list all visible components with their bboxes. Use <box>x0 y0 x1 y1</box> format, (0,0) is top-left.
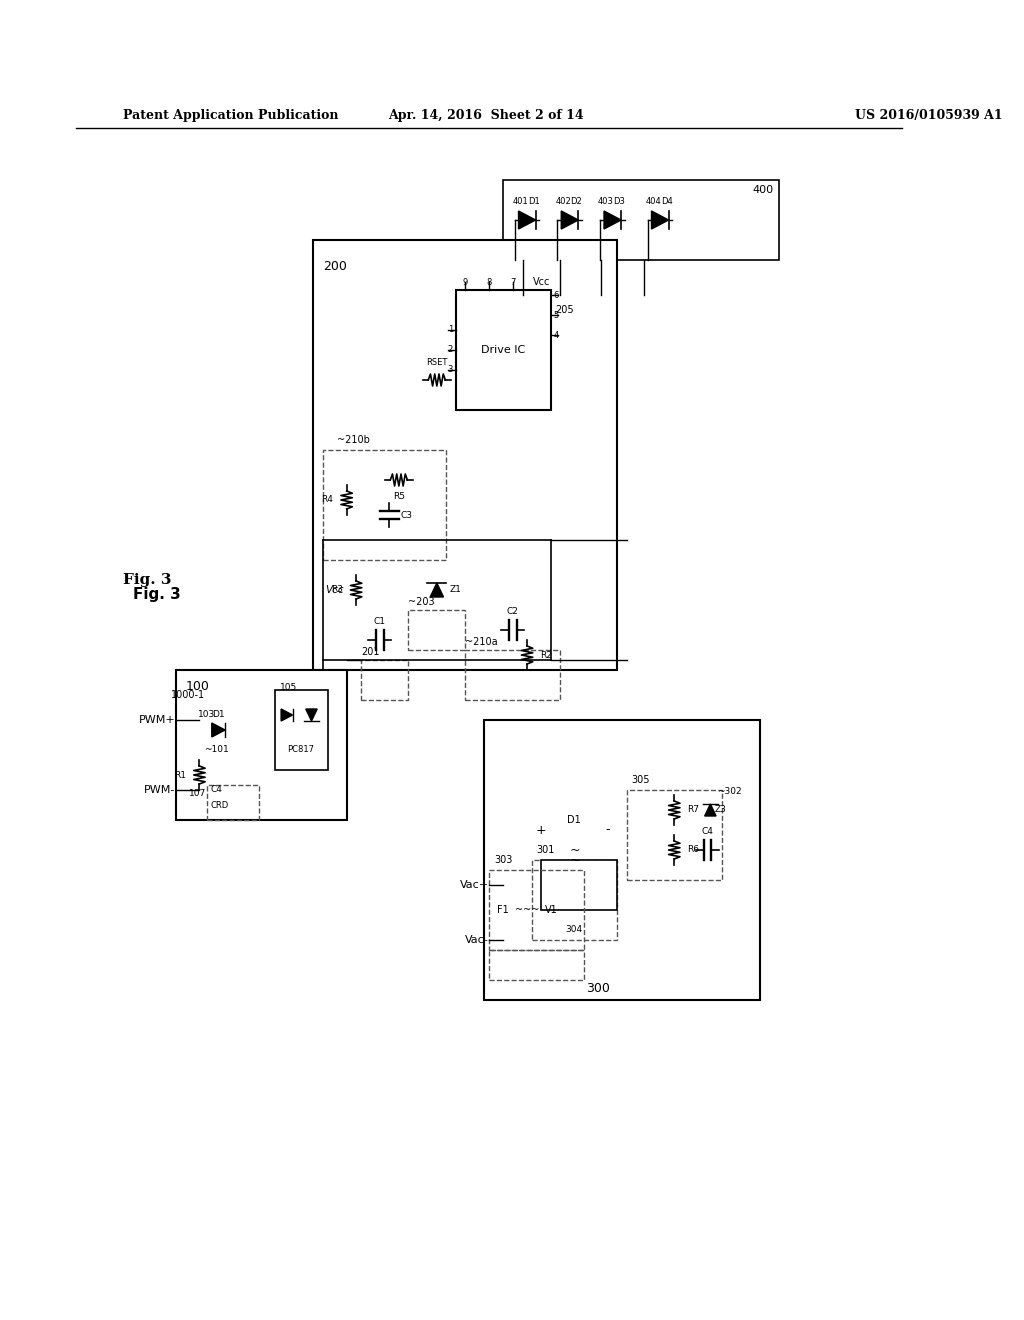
Text: 100: 100 <box>185 680 209 693</box>
Text: 304: 304 <box>565 925 583 935</box>
Text: 200: 200 <box>323 260 347 273</box>
Text: 3: 3 <box>447 366 453 375</box>
Text: ~203: ~203 <box>409 597 435 607</box>
Text: V1: V1 <box>545 906 557 915</box>
Polygon shape <box>651 211 669 228</box>
Bar <box>465 649 560 700</box>
Polygon shape <box>705 804 716 816</box>
Text: 305: 305 <box>632 775 650 785</box>
Text: Vcc: Vcc <box>532 277 550 286</box>
Text: CRD: CRD <box>211 800 229 809</box>
Text: Z1: Z1 <box>450 586 461 594</box>
Text: 4: 4 <box>554 330 559 339</box>
Text: ~~~: ~~~ <box>515 906 540 915</box>
Text: 7: 7 <box>510 279 515 286</box>
Text: RSET: RSET <box>426 358 447 367</box>
Text: 301: 301 <box>537 845 555 855</box>
Text: D1: D1 <box>212 710 224 719</box>
Bar <box>627 789 722 880</box>
Text: R3: R3 <box>331 586 343 594</box>
Text: 1: 1 <box>447 326 453 334</box>
Text: 103: 103 <box>199 710 216 719</box>
Text: Fig. 3: Fig. 3 <box>133 587 180 602</box>
Text: Vcc: Vcc <box>325 585 343 595</box>
Text: ~302: ~302 <box>717 787 741 796</box>
Text: D1: D1 <box>566 814 581 825</box>
Polygon shape <box>604 211 622 228</box>
Polygon shape <box>212 723 225 737</box>
Text: 402: 402 <box>555 197 571 206</box>
Bar <box>542 861 617 909</box>
Text: US 2016/0105939 A1: US 2016/0105939 A1 <box>855 108 1002 121</box>
Bar <box>207 785 259 820</box>
Text: PWM+: PWM+ <box>139 715 176 725</box>
Text: PWM-: PWM- <box>144 785 176 795</box>
Text: D3: D3 <box>613 197 625 206</box>
Text: Apr. 14, 2016  Sheet 2 of 14: Apr. 14, 2016 Sheet 2 of 14 <box>388 108 584 121</box>
Bar <box>176 671 347 820</box>
Text: 2: 2 <box>447 346 453 355</box>
Text: Fig. 3: Fig. 3 <box>123 573 171 587</box>
Bar <box>489 950 584 979</box>
Polygon shape <box>518 211 536 228</box>
Text: Patent Application Publication: Patent Application Publication <box>124 108 339 121</box>
Text: C1: C1 <box>374 616 386 626</box>
Text: 201: 201 <box>360 647 379 657</box>
Polygon shape <box>561 211 579 228</box>
Text: PC817: PC817 <box>288 746 314 755</box>
Text: 8: 8 <box>486 279 492 286</box>
Bar <box>275 690 328 770</box>
Text: R5: R5 <box>393 492 404 502</box>
Text: C2: C2 <box>507 607 519 616</box>
Bar <box>531 861 617 940</box>
Text: R4: R4 <box>322 495 334 504</box>
Text: -: - <box>605 824 610 837</box>
Text: C4: C4 <box>211 785 222 795</box>
Text: ~: ~ <box>569 843 580 857</box>
Bar <box>504 180 778 260</box>
Text: ~: ~ <box>569 854 580 866</box>
Text: 5: 5 <box>554 310 559 319</box>
Bar <box>456 290 551 411</box>
Bar <box>323 450 446 560</box>
Polygon shape <box>430 583 443 597</box>
Text: 403: 403 <box>598 197 613 206</box>
Text: 107: 107 <box>188 788 206 797</box>
Polygon shape <box>282 709 293 721</box>
Text: ~210a: ~210a <box>465 638 498 647</box>
Text: C4: C4 <box>701 828 714 836</box>
Text: 404: 404 <box>645 197 662 206</box>
Text: R7: R7 <box>687 805 699 814</box>
Text: D4: D4 <box>660 197 673 206</box>
Text: C3: C3 <box>400 511 413 520</box>
Text: R2: R2 <box>541 651 552 660</box>
Text: D1: D1 <box>527 197 540 206</box>
Bar <box>360 660 409 700</box>
Text: 6: 6 <box>554 290 559 300</box>
Text: Z3: Z3 <box>715 805 727 814</box>
Text: ~101: ~101 <box>204 746 229 755</box>
Text: Vac-: Vac- <box>465 935 489 945</box>
Text: Drive IC: Drive IC <box>481 345 525 355</box>
Polygon shape <box>306 709 317 721</box>
Text: F1: F1 <box>498 906 509 915</box>
Text: +: + <box>536 824 547 837</box>
Text: 9: 9 <box>463 279 468 286</box>
Text: 205: 205 <box>556 305 574 315</box>
Text: 1000-1: 1000-1 <box>171 690 205 700</box>
Text: 401: 401 <box>513 197 528 206</box>
Text: 300: 300 <box>587 982 610 995</box>
Text: R6: R6 <box>687 846 699 854</box>
Text: 105: 105 <box>281 682 297 692</box>
Bar <box>409 610 465 649</box>
Text: R1: R1 <box>174 771 186 780</box>
Text: 303: 303 <box>494 855 512 865</box>
Bar <box>313 240 617 671</box>
Text: Vac+: Vac+ <box>460 880 489 890</box>
Bar <box>484 719 760 1001</box>
Bar <box>489 870 584 950</box>
Text: 400: 400 <box>753 185 774 195</box>
Text: ~210b: ~210b <box>337 436 370 445</box>
Text: D2: D2 <box>570 197 583 206</box>
